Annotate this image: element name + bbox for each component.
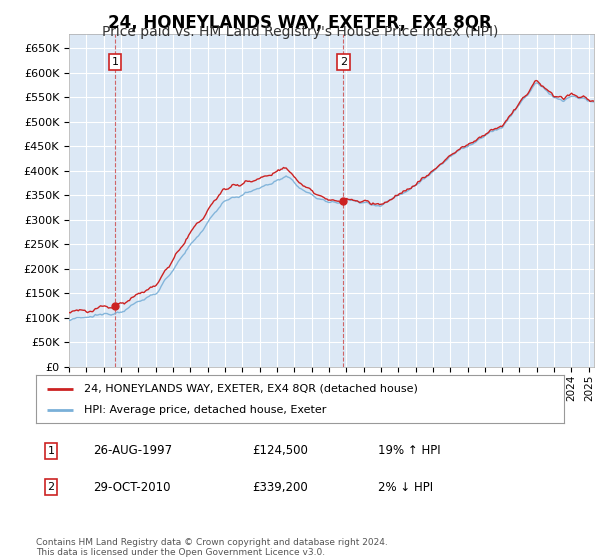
Text: 24, HONEYLANDS WAY, EXETER, EX4 8QR: 24, HONEYLANDS WAY, EXETER, EX4 8QR [108,14,492,32]
Text: £339,200: £339,200 [252,480,308,494]
Text: 26-AUG-1997: 26-AUG-1997 [93,444,172,458]
Text: £124,500: £124,500 [252,444,308,458]
Text: 1: 1 [112,57,118,67]
Text: 2: 2 [340,57,347,67]
Text: 19% ↑ HPI: 19% ↑ HPI [378,444,440,458]
Text: Price paid vs. HM Land Registry's House Price Index (HPI): Price paid vs. HM Land Registry's House … [102,25,498,39]
Text: 1: 1 [47,446,55,456]
Text: 2% ↓ HPI: 2% ↓ HPI [378,480,433,494]
Text: HPI: Average price, detached house, Exeter: HPI: Average price, detached house, Exet… [83,405,326,416]
Text: 2: 2 [47,482,55,492]
Text: Contains HM Land Registry data © Crown copyright and database right 2024.
This d: Contains HM Land Registry data © Crown c… [36,538,388,557]
Text: 29-OCT-2010: 29-OCT-2010 [93,480,170,494]
Text: 24, HONEYLANDS WAY, EXETER, EX4 8QR (detached house): 24, HONEYLANDS WAY, EXETER, EX4 8QR (det… [83,384,418,394]
